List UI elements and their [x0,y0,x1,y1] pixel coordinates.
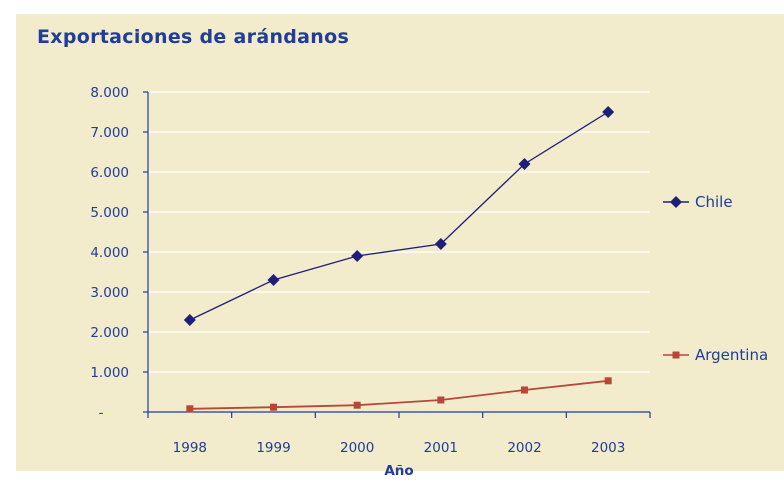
data-point [267,274,280,286]
legend-item-chile: Chile [663,193,733,211]
x-tick-label: 1998 [173,440,207,456]
data-point [434,238,447,250]
data-point [518,158,531,170]
data-point [351,250,364,262]
data-point [353,401,361,409]
y-tick-label: 5.000 [90,205,129,221]
chart-title: Exportaciones de arándanos [37,26,350,48]
data-point [437,396,445,404]
x-tick-label: 2001 [424,440,458,456]
y-tick-label: 6.000 [90,165,129,181]
x-tick-label: 2000 [340,440,374,456]
x-tick-label: 1999 [256,440,290,456]
data-point [270,403,277,411]
y-tick-label: - [99,405,104,421]
legend-marker [672,351,680,359]
legend: Chile Argentina [663,193,768,364]
series-argentina [186,377,612,413]
data-point [186,405,194,413]
legend-label: Chile [695,193,733,211]
y-tick-label: 7.000 [90,125,129,141]
y-tick-label: 1.000 [90,365,129,381]
gridlines [148,91,650,373]
data-point [521,386,528,394]
chart-area [16,14,784,471]
legend-label: Argentina [695,346,768,364]
x-axis-ticks: 1998 1999 2000 2001 2002 2003 [147,412,651,456]
data-point [602,106,615,118]
y-tick-label: 4.000 [90,245,129,261]
legend-item-argentina: Argentina [663,346,768,364]
x-tick-label: 2002 [507,440,541,456]
x-axis-title: Año [384,463,413,479]
series-layer [183,106,615,413]
x-tick-label: 2003 [591,440,625,456]
series-chile [183,106,615,326]
series-line [189,111,609,321]
data-point [604,377,612,385]
data-point [183,314,196,326]
legend-marker [670,196,682,208]
y-tick-label: 2.000 [90,325,129,341]
series-line [189,379,609,410]
y-tick-label: 8.000 [90,85,129,101]
y-tick-label: 3.000 [90,285,129,301]
y-axis-ticks: - 1.000 2.000 3.000 4.000 5.000 6.000 7.000 8.00… [90,85,148,421]
